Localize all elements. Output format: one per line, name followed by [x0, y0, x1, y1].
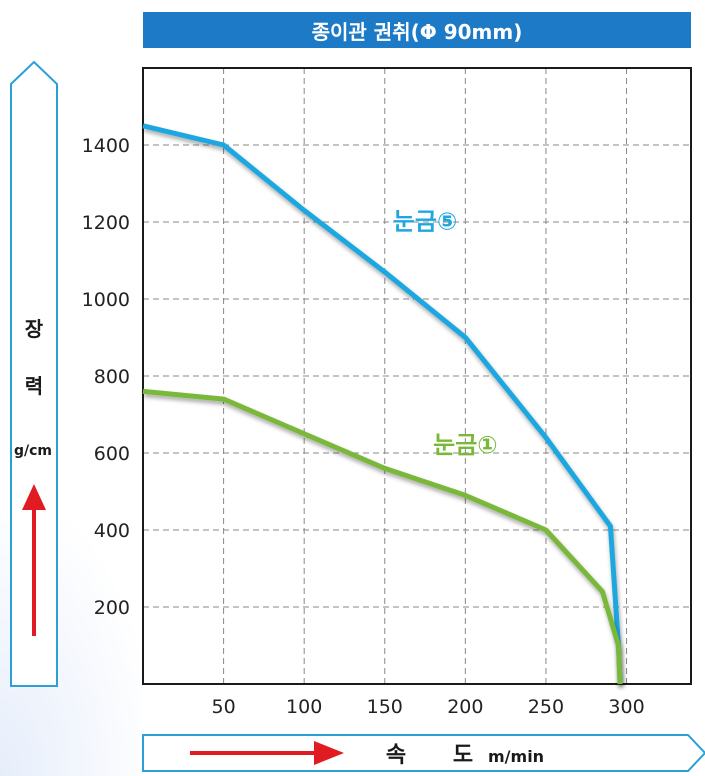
series-lines	[142, 123, 623, 685]
y-tick-label: 400	[94, 520, 130, 542]
y-tick-labels: 200 400 600 800 1000 1200 1400	[82, 135, 130, 619]
x-tick-label: 100	[286, 696, 322, 718]
series-label-1: 눈금⑤	[393, 208, 457, 236]
x-tick-label: 250	[528, 696, 564, 718]
x-axis-arrow-icon	[190, 741, 344, 765]
x-axis-banner	[142, 734, 705, 772]
x-axis-label-line2: 도	[453, 743, 473, 768]
x-axis-label-line1: 속	[386, 743, 406, 768]
y-tick-label: 800	[94, 366, 130, 388]
y-axis-banner	[10, 60, 58, 687]
series-label-2: 눈금①	[433, 431, 497, 459]
y-axis-arrow-icon	[22, 484, 46, 636]
plot-frame	[142, 67, 692, 685]
series-labels: 눈금⑤ 눈금①	[393, 208, 498, 459]
y-axis-label-line2: 력	[25, 374, 43, 398]
x-tick-labels: 50 100 150 200 250 300	[211, 696, 644, 718]
series-line-2	[142, 388, 623, 685]
grid-lines	[143, 68, 691, 684]
chart-title: 종이관 권취(Φ 90mm)	[143, 12, 691, 48]
series-line-1	[142, 123, 623, 685]
y-tick-label: 1200	[82, 212, 130, 234]
x-tick-label: 300	[608, 696, 644, 718]
y-tick-label: 1400	[82, 135, 130, 157]
y-tick-label: 200	[94, 597, 130, 619]
y-tick-label: 1000	[82, 289, 130, 311]
y-axis-unit: g/cm	[14, 443, 52, 459]
x-tick-label: 150	[367, 696, 403, 718]
x-tick-label: 50	[211, 696, 235, 718]
y-axis-label-line1: 장	[25, 317, 44, 341]
x-tick-label: 200	[447, 696, 483, 718]
x-axis-unit: m/min	[488, 747, 544, 766]
y-tick-label: 600	[94, 443, 130, 465]
